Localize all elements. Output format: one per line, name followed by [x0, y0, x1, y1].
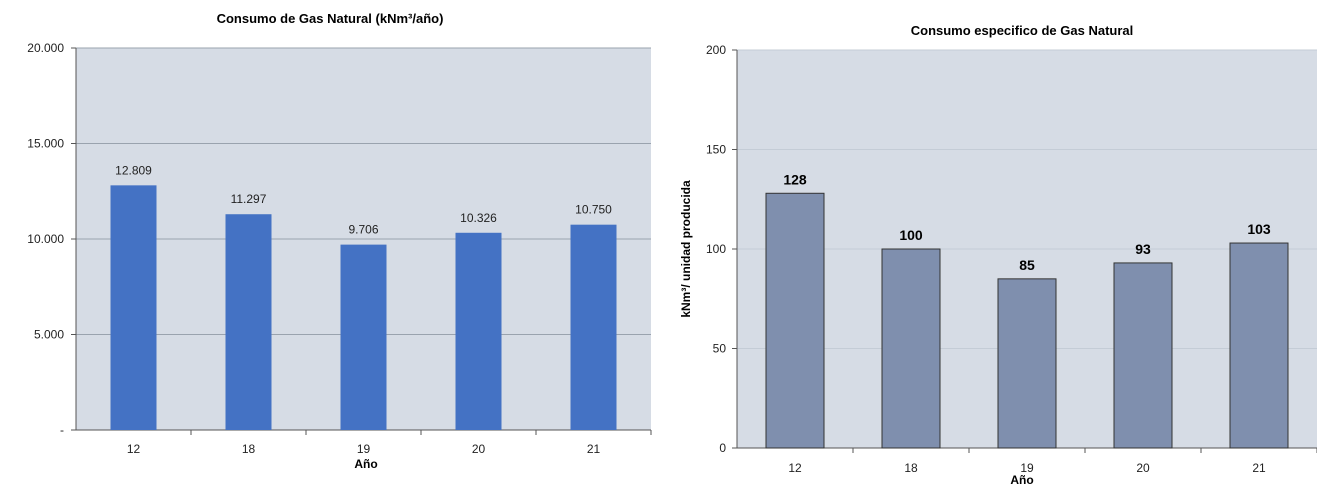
bar-20: [1113, 262, 1173, 449]
data-label-20: 93: [1135, 241, 1151, 257]
y-axis-label: kNm³/ unidad producida: [679, 180, 693, 318]
data-label-19: 9.706: [348, 223, 378, 237]
chart-2: 0 50 100 150 200 128 12 100 18 85 19 93 20 103 21 Consu…: [679, 23, 1317, 487]
x-axis-label: Año: [1010, 473, 1033, 487]
x-tick-label-12: 12: [788, 461, 802, 475]
y-tick-label: 200: [706, 43, 726, 57]
y-tick-label: 15.000: [27, 137, 64, 151]
bar-18: [881, 248, 941, 449]
bar-12: [765, 192, 825, 449]
bar-19: [997, 278, 1057, 449]
data-label-12: 12.809: [115, 163, 152, 177]
x-tick-label-20: 20: [1136, 461, 1150, 475]
y-tick-label: 20.000: [27, 41, 64, 55]
y-tick-label: 0: [719, 441, 726, 455]
x-tick-label-12: 12: [127, 442, 141, 456]
bar-21: [1229, 242, 1289, 449]
data-label-19: 85: [1019, 257, 1035, 273]
bar-19: [340, 244, 387, 430]
bar-21: [570, 224, 617, 430]
data-label-21: 10.750: [575, 203, 612, 217]
y-tick-label: 50: [713, 342, 727, 356]
y-tick-label: -: [60, 423, 64, 437]
x-tick-label-18: 18: [904, 461, 918, 475]
bar-18: [225, 214, 272, 430]
bar-12: [110, 185, 157, 430]
x-tick-label-20: 20: [472, 442, 486, 456]
y-tick-label: 150: [706, 143, 726, 157]
bar-20: [455, 232, 502, 430]
x-tick-label-19: 19: [1020, 461, 1034, 475]
chart-1: - 5.000 10.000 15.000 20.000 12.809 12 11.297 18…: [27, 11, 652, 471]
y-tick-label: 5.000: [34, 328, 64, 342]
x-tick-label-21: 21: [1252, 461, 1266, 475]
y-tick-label: 100: [706, 242, 726, 256]
x-tick-label-21: 21: [587, 442, 601, 456]
chart-title: Consumo de Gas Natural (kNm³/año): [217, 11, 444, 26]
x-tick-label-18: 18: [242, 442, 256, 456]
data-label-18: 11.297: [231, 192, 267, 206]
data-label-12: 128: [783, 171, 807, 187]
chart-title: Consumo especifico de Gas Natural: [911, 23, 1134, 38]
data-label-21: 103: [1247, 221, 1271, 237]
x-axis-label: Año: [354, 457, 377, 471]
y-tick-label: 10.000: [27, 232, 64, 246]
x-tick-label-19: 19: [357, 442, 371, 456]
data-label-20: 10.326: [460, 211, 497, 225]
data-label-18: 100: [899, 227, 923, 243]
